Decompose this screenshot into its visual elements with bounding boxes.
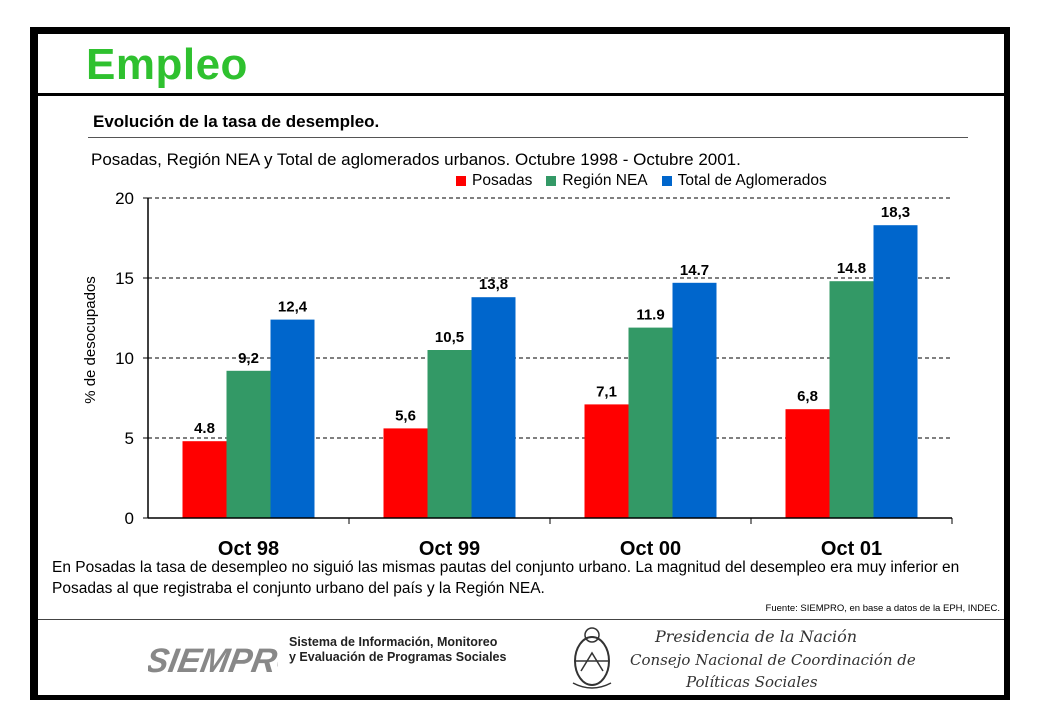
org-name-line1: Sistema de Información, Monitoreo	[289, 635, 498, 649]
chart-title: Posadas, Región NEA y Total de aglomerad…	[91, 150, 741, 169]
header-divider	[38, 93, 1004, 96]
source-citation: Fuente: SIEMPRO, en base a datos de la E…	[765, 603, 1000, 614]
chart-legend: Posadas Región NEA Total de Aglomerados	[456, 172, 841, 190]
section-subtitle: Evolución de la tasa de desempleo.	[93, 112, 380, 131]
legend-item-region-nea: Región NEA	[546, 172, 648, 190]
coat-of-arms-icon	[572, 627, 612, 689]
legend-item-posadas: Posadas	[456, 172, 532, 190]
legend-item-total: Total de Aglomerados	[661, 172, 827, 190]
legend-label-total: Total de Aglomerados	[677, 172, 827, 189]
footer-divider	[38, 619, 1004, 620]
consejo-text-line2: Políticas Sociales	[686, 673, 818, 691]
siempro-logo: SIEMPRO	[148, 642, 278, 680]
consejo-text-line1: Consejo Nacional de Coordinación de	[630, 651, 916, 669]
legend-label-region-nea: Región NEA	[562, 172, 648, 189]
legend-swatch-total	[661, 176, 672, 186]
legend-swatch-posadas	[456, 176, 466, 186]
page-title: Empleo	[86, 40, 248, 89]
org-name-line2: y Evaluación de Programas Sociales	[289, 650, 507, 664]
legend-swatch-region-nea	[546, 176, 557, 186]
presidencia-text: Presidencia de la Nación	[655, 627, 858, 646]
org-name: Sistema de Información, Monitoreo y Eval…	[289, 635, 506, 665]
siempro-logo-text: SIEMPRO	[148, 642, 278, 680]
subtitle-underline	[88, 137, 968, 138]
chart-note: En Posadas la tasa de desempleo no sigui…	[52, 559, 960, 597]
legend-label-posadas: Posadas	[472, 172, 533, 189]
